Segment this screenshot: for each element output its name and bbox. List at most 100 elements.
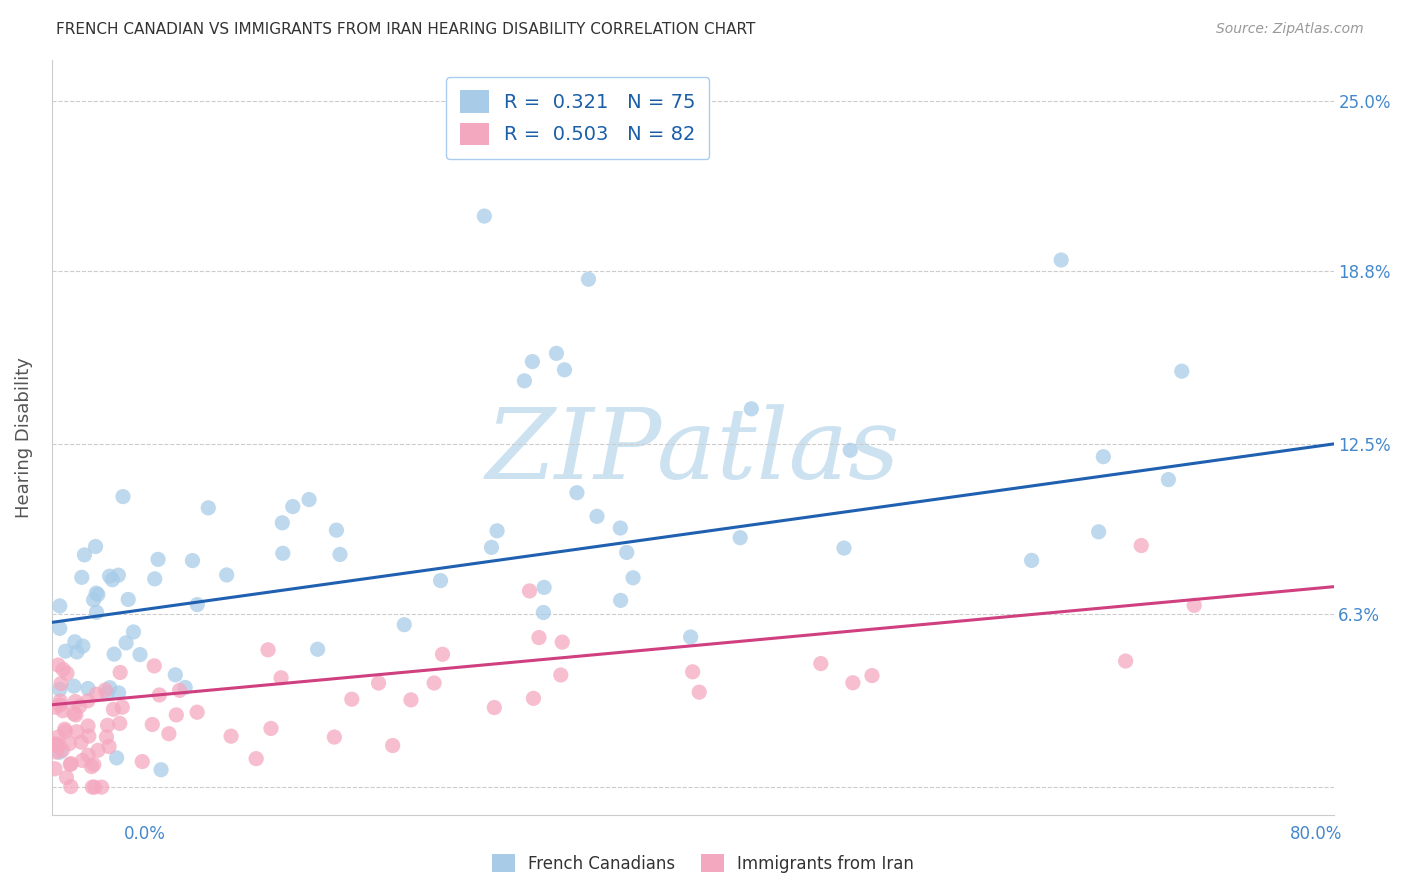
Point [270,671,292,685]
Point [53,723,76,737]
Point [472,209,495,223]
Point [49,698,72,712]
Point [553,363,575,377]
Point [260,722,283,736]
Point [1021,553,1043,567]
Point [63,706,86,721]
Point [394,617,416,632]
Point [281,500,304,514]
Point [522,354,544,368]
Point [810,657,832,671]
Point [429,574,451,588]
Point [1087,524,1109,539]
Point [381,739,404,753]
Point [860,668,883,682]
Point [70,735,93,749]
Point [65,707,87,722]
Point [486,524,509,538]
Point [329,548,352,562]
Point [169,683,191,698]
Point [186,705,208,719]
Point [165,707,187,722]
Point [586,509,609,524]
Point [609,593,631,607]
Point [44,737,66,751]
Point [522,691,544,706]
Point [77,681,100,696]
Point [59,780,82,794]
Point [83,592,105,607]
Text: 80.0%: 80.0% [1291,825,1343,843]
Point [87,588,110,602]
Point [77,719,100,733]
Point [197,500,219,515]
Point [83,757,105,772]
Point [117,592,139,607]
Point [533,606,555,620]
Point [77,748,100,763]
Point [49,745,72,759]
Point [111,700,134,714]
Point [98,681,121,695]
Point [82,780,104,794]
Point [527,631,550,645]
Point [49,694,72,708]
Point [60,756,83,771]
Point [77,729,100,743]
Point [52,704,75,718]
Point [578,272,600,286]
Point [56,666,79,681]
Point [1182,599,1205,613]
Point [94,683,117,698]
Point [86,605,108,619]
Point [271,516,294,530]
Point [181,553,204,567]
Point [131,755,153,769]
Point [55,771,77,785]
Point [51,743,73,757]
Point [550,668,572,682]
Point [49,599,72,613]
Point [87,743,110,757]
Point [105,751,128,765]
Point [546,346,568,360]
Point [740,401,762,416]
Point [1115,654,1137,668]
Point [219,729,242,743]
Point [399,693,422,707]
Point [46,730,69,744]
Point [157,727,180,741]
Point [107,686,129,700]
Point [323,730,346,744]
Point [84,586,107,600]
Point [45,700,67,714]
Point [65,724,87,739]
Point [52,663,75,677]
Point [481,541,503,555]
Point [565,485,588,500]
Legend: French Canadians, Immigrants from Iran: French Canadians, Immigrants from Iran [485,847,921,880]
Point [59,757,82,772]
Point [62,679,84,693]
Point [103,647,125,661]
Point [271,546,294,560]
Point [340,692,363,706]
Point [728,531,751,545]
Point [325,523,347,537]
Point [84,540,107,554]
Point [72,754,94,768]
Point [122,624,145,639]
Point [107,568,129,582]
Point [96,730,118,744]
Point [83,780,105,794]
Point [688,685,710,699]
Point [53,724,76,739]
Point [143,572,166,586]
Point [66,645,89,659]
Point [1050,252,1073,267]
Point [49,682,72,697]
Point [245,751,267,765]
Point [423,676,446,690]
Point [1092,450,1115,464]
Text: Source: ZipAtlas.com: Source: ZipAtlas.com [1216,22,1364,37]
